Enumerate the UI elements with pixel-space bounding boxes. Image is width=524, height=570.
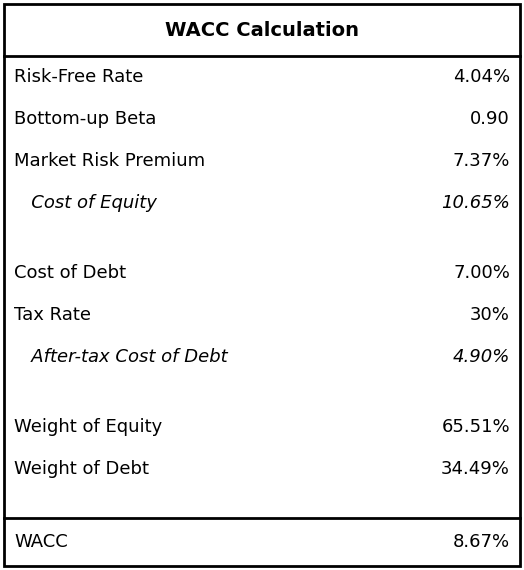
- Text: 7.37%: 7.37%: [453, 152, 510, 170]
- Text: Weight of Equity: Weight of Equity: [14, 418, 162, 436]
- Text: 10.65%: 10.65%: [441, 194, 510, 212]
- Text: WACC Calculation: WACC Calculation: [165, 21, 359, 39]
- Text: 0.90: 0.90: [470, 110, 510, 128]
- Text: After-tax Cost of Debt: After-tax Cost of Debt: [14, 348, 227, 366]
- Text: Cost of Debt: Cost of Debt: [14, 264, 126, 282]
- Text: Tax Rate: Tax Rate: [14, 306, 91, 324]
- Text: Bottom-up Beta: Bottom-up Beta: [14, 110, 156, 128]
- Text: WACC: WACC: [14, 533, 68, 551]
- Text: 4.90%: 4.90%: [453, 348, 510, 366]
- Text: 7.00%: 7.00%: [453, 264, 510, 282]
- Text: Risk-Free Rate: Risk-Free Rate: [14, 68, 144, 86]
- Text: 4.04%: 4.04%: [453, 68, 510, 86]
- Text: Market Risk Premium: Market Risk Premium: [14, 152, 205, 170]
- Text: 30%: 30%: [470, 306, 510, 324]
- Text: 34.49%: 34.49%: [441, 460, 510, 478]
- Text: Cost of Equity: Cost of Equity: [14, 194, 157, 212]
- Text: 8.67%: 8.67%: [453, 533, 510, 551]
- Text: Weight of Debt: Weight of Debt: [14, 460, 149, 478]
- Text: 65.51%: 65.51%: [441, 418, 510, 436]
